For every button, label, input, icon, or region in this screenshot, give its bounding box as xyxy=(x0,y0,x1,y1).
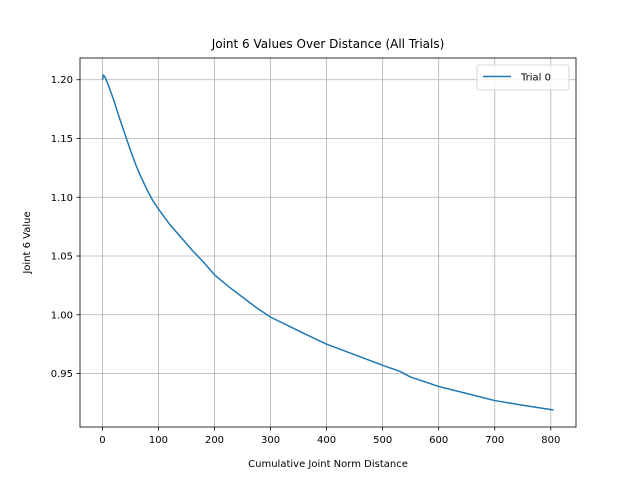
series-layer xyxy=(101,74,554,411)
grid xyxy=(80,58,576,427)
plot-area-frame xyxy=(79,57,577,428)
x-tick-label: 200 xyxy=(205,435,224,446)
x-tick-label: 100 xyxy=(149,435,168,446)
x-tick-label: 700 xyxy=(485,435,504,446)
legend-label-trial-0: Trial 0 xyxy=(520,73,551,84)
series-line-trial-0 xyxy=(101,74,554,411)
x-axis-ticks: 0 100 200 300 400 500 600 700 800 xyxy=(99,427,560,446)
legend: Trial 0 xyxy=(476,64,570,91)
y-tick-label: 1.10 xyxy=(51,193,73,204)
y-tick-label: 1.00 xyxy=(51,310,73,321)
x-tick-label: 0 xyxy=(99,435,105,446)
x-tick-label: 300 xyxy=(261,435,280,446)
y-tick-label: 0.95 xyxy=(51,369,73,380)
x-tick-label: 800 xyxy=(541,435,560,446)
y-tick-label: 1.15 xyxy=(51,134,73,145)
x-axis-label: Cumulative Joint Norm Distance xyxy=(248,459,408,470)
legend-box xyxy=(476,64,570,91)
y-tick-label: 1.05 xyxy=(51,252,73,263)
chart-title: Joint 6 Values Over Distance (All Trials… xyxy=(211,37,445,51)
y-tick-label: 1.20 xyxy=(51,75,73,86)
x-tick-label: 400 xyxy=(317,435,336,446)
y-axis-label: Joint 6 Value xyxy=(22,211,33,274)
y-axis-ticks: 0.95 1.00 1.05 1.10 1.15 1.20 xyxy=(51,75,80,380)
x-tick-label: 600 xyxy=(429,435,448,446)
x-tick-label: 500 xyxy=(373,435,392,446)
